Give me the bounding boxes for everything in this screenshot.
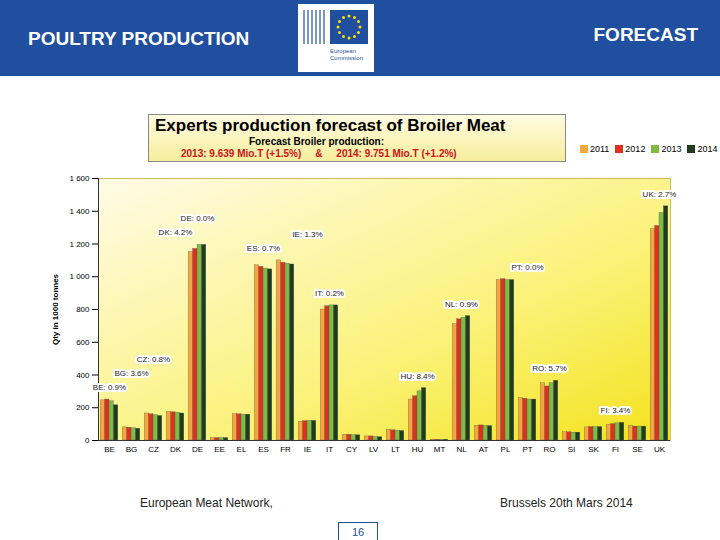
svg-text:1 200: 1 200: [69, 240, 90, 249]
svg-text:PT: PT: [522, 445, 532, 454]
svg-text:PT: 0.0%: PT: 0.0%: [511, 263, 543, 272]
svg-text:DE: 0.0%: DE: 0.0%: [181, 214, 215, 223]
svg-text:400: 400: [76, 371, 90, 380]
svg-text:DK: 4.2%: DK: 4.2%: [159, 228, 193, 237]
svg-text:Qty in 1000 tonnes: Qty in 1000 tonnes: [51, 273, 60, 345]
html-text:2013: 9.639 Mio.T (+1.5%) & 20: 2013: 9.639 Mio.T (+1.5%) & 2014: 9.751 …: [181, 148, 457, 159]
svg-text:BE: BE: [104, 445, 115, 454]
svg-text:1 600: 1 600: [69, 174, 90, 183]
svg-text:IE: IE: [304, 445, 312, 454]
svg-text:1 400: 1 400: [69, 207, 90, 216]
svg-text:PL: PL: [501, 445, 511, 454]
svg-text:CZ: CZ: [148, 445, 159, 454]
html-text:FORECAST: FORECAST: [593, 24, 698, 45]
svg-text:BE: 0.9%: BE: 0.9%: [93, 383, 126, 392]
svg-text:IE: 1.3%: IE: 1.3%: [292, 230, 322, 239]
svg-text:FI: 3.4%: FI: 3.4%: [601, 406, 631, 415]
svg-text:AT: AT: [479, 445, 489, 454]
svg-text:CZ: 0.8%: CZ: 0.8%: [137, 355, 170, 364]
html-text:2014: 2014: [697, 144, 718, 154]
html-text:Brussels 20th Mars 2014: Brussels 20th Mars 2014: [500, 496, 633, 510]
svg-text:800: 800: [76, 305, 90, 314]
html-text:2013: 2013: [661, 144, 682, 154]
svg-text:0: 0: [85, 436, 90, 445]
svg-text:SI: SI: [568, 445, 576, 454]
svg-text:HU: 8.4%: HU: 8.4%: [400, 372, 434, 381]
svg-text:LT: LT: [391, 445, 400, 454]
svg-text:EL: EL: [237, 445, 247, 454]
svg-text:SE: SE: [632, 445, 643, 454]
svg-text:ES: 0.7%: ES: 0.7%: [247, 244, 280, 253]
html-text:European Meat Network,: European Meat Network,: [140, 496, 273, 510]
svg-text:DK: DK: [170, 445, 182, 454]
svg-text:ES: ES: [258, 445, 269, 454]
html-text:Forecast Broiler production:: Forecast Broiler production:: [249, 136, 384, 147]
svg-text:LV: LV: [369, 445, 379, 454]
svg-text:UK: 2.7%: UK: 2.7%: [643, 190, 677, 199]
html-text:POULTRY PRODUCTION: POULTRY PRODUCTION: [28, 28, 250, 49]
svg-text:HU: HU: [412, 445, 424, 454]
html-text:2011: 2011: [590, 144, 610, 154]
svg-text:200: 200: [76, 403, 90, 412]
html-text:Experts production forecast of: Experts production forecast of Broiler M…: [155, 116, 506, 135]
svg-text:MT: MT: [434, 445, 446, 454]
svg-text:1 000: 1 000: [69, 272, 90, 281]
svg-text:NL: NL: [456, 445, 467, 454]
svg-text:UK: UK: [654, 445, 666, 454]
svg-text:RO: RO: [544, 445, 556, 454]
svg-text:NL: 0.9%: NL: 0.9%: [445, 300, 478, 309]
svg-text:IT: 0.2%: IT: 0.2%: [315, 289, 344, 298]
svg-text:RO: 5.7%: RO: 5.7%: [532, 364, 567, 373]
html-text:16: 16: [351, 526, 365, 538]
svg-text:IT: IT: [326, 445, 333, 454]
svg-text:SK: SK: [588, 445, 599, 454]
svg-text:BG: 3.6%: BG: 3.6%: [114, 369, 148, 378]
svg-text:DE: DE: [192, 445, 203, 454]
svg-text:EE: EE: [214, 445, 225, 454]
svg-text:600: 600: [76, 338, 90, 347]
html-text:2012: 2012: [625, 144, 646, 154]
svg-text:CY: CY: [346, 445, 358, 454]
svg-text:FR: FR: [280, 445, 291, 454]
svg-text:FI: FI: [612, 445, 619, 454]
svg-text:BG: BG: [126, 445, 138, 454]
html-text:European Commission: European Commission: [330, 48, 363, 61]
